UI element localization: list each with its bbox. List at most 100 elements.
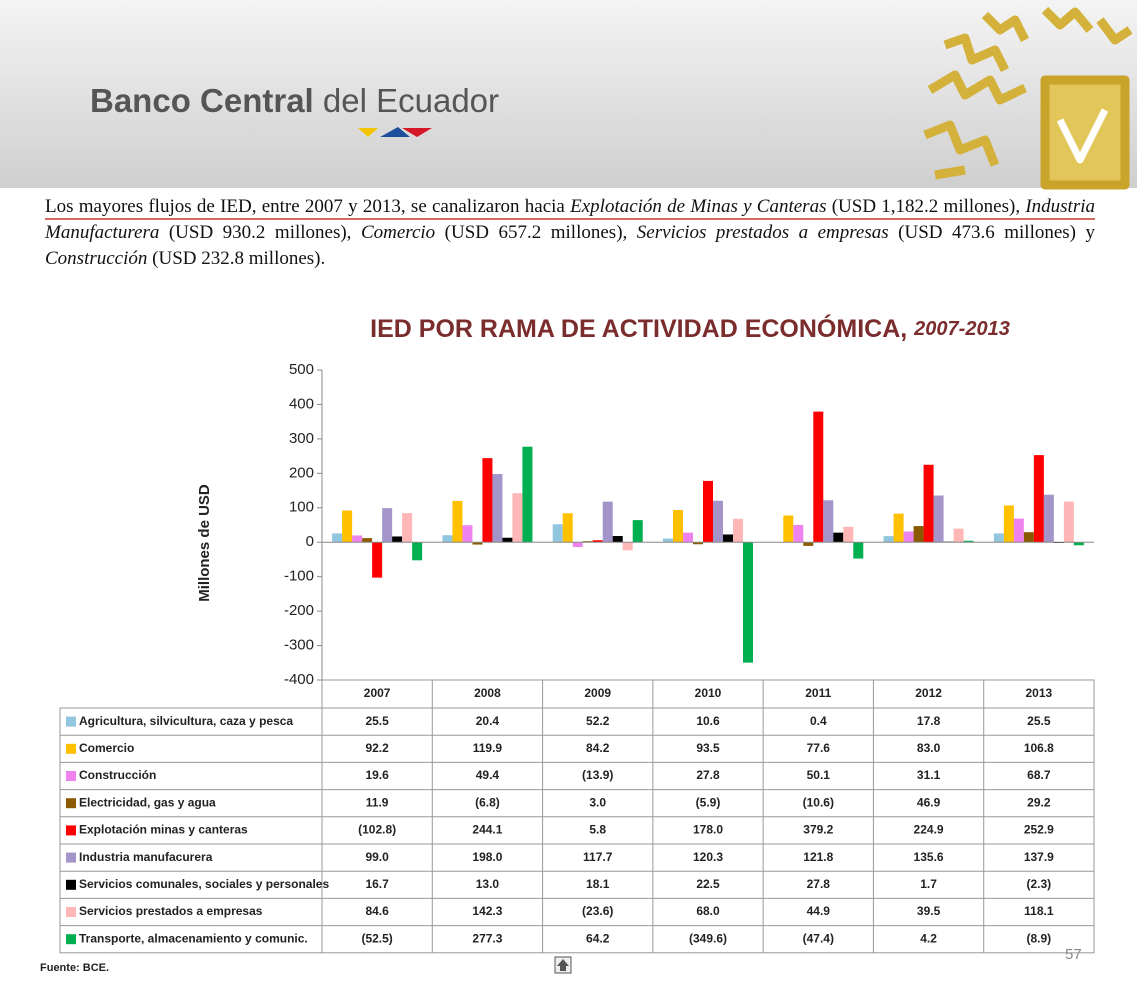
table-cell: 50.1 (807, 768, 831, 782)
bar (492, 474, 503, 543)
legend-label: Agricultura, silvicultura, caza y pesca (79, 714, 293, 728)
home-icon[interactable] (554, 956, 572, 974)
table-cell: 135.6 (914, 850, 944, 864)
legend-swatch (66, 907, 76, 917)
legend-label: Explotación minas y canteras (79, 823, 248, 837)
legend-swatch (66, 825, 76, 836)
bar (853, 542, 864, 559)
table-cell: (349.6) (689, 931, 727, 945)
text: (USD 1,182.2 millones), (826, 196, 1026, 217)
table-cell: 31.1 (917, 768, 941, 782)
text: Industria Manufacturera (45, 196, 1095, 243)
table-cell: 277.3 (472, 931, 502, 945)
bar (572, 542, 583, 548)
brand-bold: Banco Central (90, 82, 314, 119)
bar (813, 411, 824, 543)
bar (933, 495, 944, 543)
chart-title: IED POR RAMA DE ACTIVIDAD ECONÓMICA, 200… (370, 313, 1010, 343)
table-cell: 13.0 (476, 877, 500, 891)
y-tick-label: -400 (284, 671, 314, 688)
bar (332, 533, 343, 543)
table-cell: 84.2 (586, 741, 610, 755)
brand-light: del Ecuador (323, 82, 499, 119)
bar (412, 542, 423, 561)
bar (673, 510, 683, 543)
brand: Banco Central del Ecuador (90, 82, 499, 119)
y-axis-label: Millones de USD (196, 484, 213, 602)
table-cell: 119.9 (473, 741, 503, 755)
bar (1063, 501, 1074, 543)
table-cell: (5.9) (696, 795, 721, 809)
table-cell: 27.8 (807, 877, 831, 891)
bar (953, 528, 964, 543)
table-cell: 22.5 (696, 877, 720, 891)
table-cell: 25.5 (365, 714, 389, 728)
table-cell: 137.9 (1024, 850, 1054, 864)
bar (352, 535, 363, 543)
x-tick-label: 2012 (915, 686, 942, 700)
table-cell: 10.6 (696, 714, 720, 728)
y-tick-label: 300 (289, 430, 314, 447)
table-cell: 84.6 (365, 904, 389, 918)
table-cell: 68.0 (696, 904, 720, 918)
bar (512, 493, 523, 543)
bar (793, 524, 804, 543)
y-tick-label: 200 (289, 464, 314, 481)
table-cell: 11.9 (366, 795, 389, 809)
text: Explotación de Minas y Canteras (570, 196, 827, 217)
bar (823, 500, 834, 543)
bar (452, 500, 463, 543)
table-cell: (23.6) (582, 904, 613, 918)
legend-label: Comercio (79, 741, 134, 755)
bar (392, 536, 403, 543)
y-tick-label: 100 (289, 499, 314, 516)
bar (683, 532, 693, 543)
bar (893, 513, 904, 543)
bar (372, 542, 383, 578)
bar (582, 541, 593, 543)
text: (USD 657.2 millones), (435, 222, 637, 243)
y-tick-label: 0 (306, 533, 314, 550)
table-cell: 17.8 (917, 714, 941, 728)
bar (783, 515, 794, 543)
legend-label: Industria manufacurera (79, 850, 213, 864)
table-cell: 77.6 (807, 741, 831, 755)
table-cell: 121.8 (803, 850, 833, 864)
bar (993, 533, 1004, 543)
table-cell: 92.2 (365, 741, 389, 755)
x-tick-label: 2007 (364, 686, 391, 700)
table-cell: 93.5 (696, 741, 720, 755)
legend-label: Construcción (79, 768, 156, 782)
table-cell: 3.0 (589, 795, 606, 809)
x-tick-label: 2008 (474, 686, 501, 700)
legend-swatch (66, 798, 76, 809)
text: Comercio (360, 222, 436, 243)
bar (482, 458, 493, 543)
bar (743, 542, 753, 663)
table-cell: 224.9 (914, 823, 944, 837)
table-cell: 16.7 (365, 877, 389, 891)
bar (883, 536, 894, 543)
table-cell: (47.4) (803, 931, 834, 945)
bar (733, 518, 743, 543)
table-cell: (52.5) (361, 931, 392, 945)
title-years: 2007-2013 (913, 318, 1010, 340)
bar (693, 542, 703, 545)
table-cell: 142.3 (472, 904, 502, 918)
table-cell: 99.0 (365, 850, 389, 864)
bar (1043, 494, 1054, 543)
bar (843, 526, 854, 543)
table-cell: 379.2 (803, 823, 833, 837)
text: (USD 232.8 millones). (147, 248, 326, 269)
table-cell: 1.7 (920, 877, 937, 891)
y-tick-label: 400 (289, 395, 314, 412)
legend-swatch (66, 771, 76, 781)
bar (502, 537, 513, 543)
table-cell: 4.2 (920, 931, 937, 945)
table-cell: 0.4 (810, 714, 827, 728)
bar (612, 535, 623, 543)
bar (913, 526, 924, 543)
bar (632, 520, 643, 543)
table-cell: (102.8) (358, 823, 396, 837)
